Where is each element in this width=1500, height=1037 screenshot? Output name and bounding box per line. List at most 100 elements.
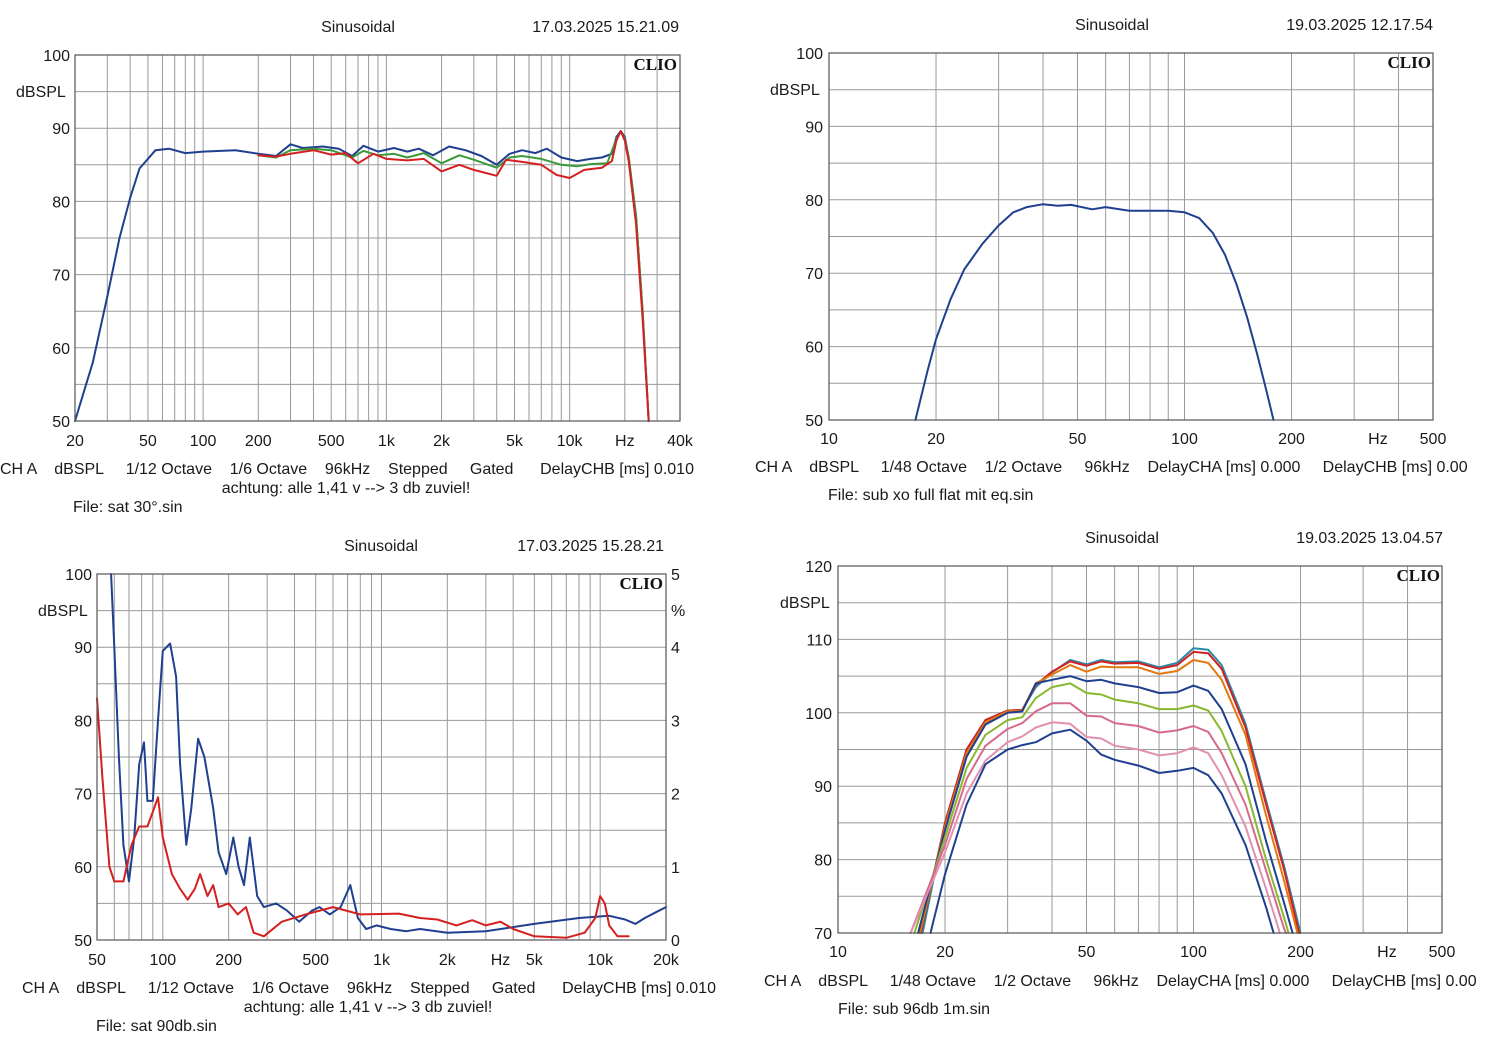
y2-tick-label: 1 <box>671 860 680 877</box>
y-tick-label: 90 <box>52 121 70 138</box>
y-tick-label: 70 <box>52 268 70 285</box>
chart-2-ylabel: dBSPL <box>770 82 820 99</box>
y-tick-label: 120 <box>805 559 832 576</box>
chart-4-date: 19.03.2025 13.04.57 <box>1296 530 1443 547</box>
x-tick-label: 100 <box>149 952 176 969</box>
y-tick-label: 100 <box>65 567 92 584</box>
chart-1-plot-frame <box>74 54 681 422</box>
chart-4-info: CH A dBSPL 1/48 Octave 1/2 Octave 96kHz … <box>764 973 1477 990</box>
series-line-1 <box>914 203 1275 421</box>
chart-3-plot-frame <box>96 573 667 941</box>
y-tick-label: 60 <box>805 340 823 357</box>
chart-1-y-ticks: 100 90 80 70 60 50 <box>43 48 70 431</box>
y-tick-label: 50 <box>805 413 823 430</box>
x-tick-label: 10k <box>557 433 584 450</box>
series-line-3 <box>257 130 650 422</box>
chart-1: Sinusoidal 17.03.2025 15.21.09 CLIO dBSP… <box>0 19 694 516</box>
x-tick-label: 10k <box>587 952 614 969</box>
y-tick-label: 100 <box>43 48 70 65</box>
chart-3-note: achtung: alle 1,41 v --> 3 db zuviel! <box>244 999 493 1016</box>
chart-1-note: achtung: alle 1,41 v --> 3 db zuviel! <box>222 480 471 497</box>
chart-2-plot-frame <box>828 52 1434 421</box>
x-tick-label: 500 <box>318 433 345 450</box>
chart-4: Sinusoidal 19.03.2025 13.04.57 CLIO dBSP… <box>764 530 1477 1018</box>
chart-4-title: Sinusoidal <box>1085 530 1159 547</box>
x-tick-label: 1k <box>378 433 396 450</box>
chart-1-title: Sinusoidal <box>321 19 395 36</box>
x-tick-label: 10 <box>820 431 838 448</box>
y2-tick-label: 0 <box>671 933 680 950</box>
chart-1-brand: CLIO <box>634 55 677 74</box>
y-tick-label: 70 <box>805 266 823 283</box>
x-tick-label: 20 <box>927 431 945 448</box>
y-tick-label: 90 <box>805 119 823 136</box>
series-line-1 <box>74 130 650 422</box>
y-tick-label: 70 <box>74 787 92 804</box>
series-line-6 <box>909 702 1287 934</box>
y2-tick-label: 2 <box>671 787 680 804</box>
y-tick-label: 110 <box>806 632 832 649</box>
x-tick-label: 100 <box>1180 944 1207 961</box>
chart-2-brand: CLIO <box>1388 53 1431 72</box>
x-tick-label: 40k <box>667 433 694 450</box>
chart-1-info: CH A dBSPL 1/12 Octave 1/6 Octave 96kHz … <box>0 461 694 478</box>
chart-2-grid <box>829 52 1433 421</box>
chart-2-file: File: sub xo full flat mit eq.sin <box>828 487 1033 504</box>
y-tick-label: 80 <box>814 853 832 870</box>
y-tick-label: 90 <box>74 640 92 657</box>
chart-3-date: 17.03.2025 15.28.21 <box>517 538 664 555</box>
series-line-5 <box>913 682 1290 934</box>
chart-3-info: CH A dBSPL 1/12 Octave 1/6 Octave 96kHz … <box>22 980 716 997</box>
chart-3-ylabel: dBSPL <box>38 603 88 620</box>
x-tick-label: 50 <box>139 433 157 450</box>
y-tick-label: 50 <box>52 414 70 431</box>
chart-4-y-ticks: 120 110 100 90 80 70 <box>805 559 832 943</box>
chart-3-title: Sinusoidal <box>344 538 418 555</box>
chart-3: Sinusoidal 17.03.2025 15.28.21 CLIO dBSP… <box>22 538 716 1035</box>
x-tick-label: 50 <box>1069 431 1087 448</box>
x-tick-label: Hz <box>1368 431 1388 448</box>
x-tick-label: 20k <box>653 952 680 969</box>
x-tick-label: Hz <box>491 952 511 969</box>
y-tick-label: 80 <box>74 713 92 730</box>
y-tick-label: 100 <box>805 706 832 723</box>
series-line-3 <box>918 659 1299 934</box>
x-tick-label: 200 <box>1287 944 1314 961</box>
chart-4-brand: CLIO <box>1397 566 1440 585</box>
chart-2-y-ticks: 100 90 80 70 60 50 <box>796 46 823 430</box>
y2-tick-label: 4 <box>671 640 680 657</box>
series-line-2 <box>257 130 650 422</box>
chart-2-title: Sinusoidal <box>1075 17 1149 34</box>
chart-1-grid <box>75 54 680 422</box>
chart-3-x-ticks: 50 100 200 500 1k 2k Hz 5k 10k 20k <box>88 952 680 969</box>
chart-4-curves <box>909 647 1302 934</box>
chart-1-date: 17.03.2025 15.21.09 <box>532 19 679 36</box>
chart-3-y2label: % <box>671 603 685 620</box>
x-tick-label: 20 <box>66 433 84 450</box>
y2-tick-label: 5 <box>671 567 680 584</box>
chart-1-ylabel: dBSPL <box>16 84 66 101</box>
y-tick-label: 50 <box>74 933 92 950</box>
x-tick-label: 50 <box>1078 944 1096 961</box>
series-line-1 <box>921 647 1302 934</box>
chart-3-grid <box>97 573 666 941</box>
chart-2: Sinusoidal 19.03.2025 12.17.54 CLIO dBSP… <box>755 17 1468 504</box>
chart-2-x-ticks: 10 20 50 100 200 Hz 500 <box>820 431 1446 448</box>
x-tick-label: 500 <box>1420 431 1447 448</box>
x-tick-label: 5k <box>506 433 524 450</box>
x-tick-label: 200 <box>245 433 272 450</box>
series-line-7 <box>909 721 1281 934</box>
x-tick-label: 5k <box>526 952 544 969</box>
chart-4-plot-frame <box>837 565 1443 934</box>
series-line-2 <box>919 650 1300 934</box>
series-line-1 <box>110 573 667 934</box>
x-tick-label: 200 <box>215 952 242 969</box>
y-tick-label: 90 <box>814 779 832 796</box>
chart-2-info: CH A dBSPL 1/48 Octave 1/2 Octave 96kHz … <box>755 459 1468 476</box>
x-tick-label: 2k <box>433 433 451 450</box>
y-tick-label: 60 <box>74 860 92 877</box>
y2-tick-label: 3 <box>671 713 680 730</box>
chart-4-x-ticks: 10 20 50 100 200 Hz 500 <box>829 944 1455 961</box>
x-tick-label: 100 <box>190 433 217 450</box>
